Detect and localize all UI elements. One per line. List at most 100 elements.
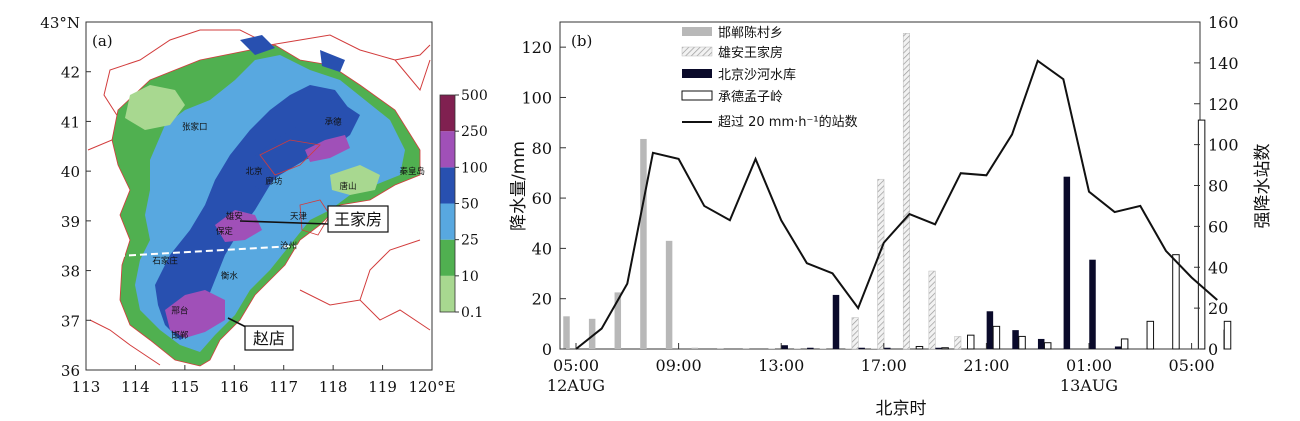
y-tick-label: 0 (542, 340, 552, 359)
bar-hatch (851, 317, 859, 350)
y2-tick-label: 160 (1208, 13, 1239, 32)
bar-white (1120, 338, 1129, 350)
rain-light-east (330, 165, 380, 195)
map-lon-tick-label: 115 (171, 378, 200, 396)
chart-y2label: 强降水站数 (1253, 144, 1273, 229)
bar-gray (768, 348, 775, 349)
map-panel-label: (a) (92, 32, 113, 50)
bar-gray (614, 292, 622, 349)
bar-black (807, 347, 814, 349)
legend-swatch-hatch (681, 46, 713, 57)
callout-line-wangjiafang (239, 220, 329, 225)
bar-white (992, 325, 1001, 350)
map-legend-label: 0.1 (461, 305, 483, 321)
bar-white (1043, 342, 1052, 350)
bar-gray (588, 318, 596, 349)
legend-label-line: 超过 20 mm·h⁻¹的站数 (718, 114, 858, 130)
y2-tick-label: 0 (1208, 340, 1218, 359)
map-lat-tick-label: 43°N (40, 14, 80, 32)
station-count-line (575, 59, 1218, 350)
y-tick-label: 20 (532, 290, 552, 309)
bar-white (1223, 320, 1232, 350)
y-tick-label: 40 (532, 239, 552, 258)
map-city-label: 保定 (216, 226, 234, 237)
map-lon-tick-label: 120°E (408, 378, 455, 396)
bar-black (986, 311, 994, 349)
bar-black (858, 347, 865, 349)
map-city-label: 邯郸 (171, 330, 189, 341)
bar-white (1018, 335, 1026, 350)
x-tick-label: 01:00 (1066, 356, 1112, 375)
bar-black (832, 294, 840, 349)
map-lat-tick-label: 42 (61, 64, 80, 82)
map-legend-label: 250 (461, 124, 488, 140)
bar-black (935, 347, 942, 349)
bar-black (1037, 338, 1045, 349)
map-lon-tick-label: 117 (269, 378, 298, 396)
y2-tick-label: 60 (1208, 217, 1228, 236)
tianjin-border (299, 199, 331, 236)
legend-swatch-black (682, 69, 712, 78)
rain-100-250-north (305, 135, 350, 162)
map-city-label: 唐山 (339, 181, 356, 192)
map-city-label: 邢台 (171, 305, 188, 316)
x-tick-label: 17:00 (861, 356, 907, 375)
bar-black (781, 345, 788, 349)
map-legend-label: 10 (461, 269, 479, 285)
chart-panel-label: (b) (571, 32, 592, 50)
y-tick-label: 80 (532, 139, 552, 158)
map-lon-tick-label: 118 (319, 378, 348, 396)
legend-swatch-gray (682, 27, 712, 36)
chart-legend: 邯郸陈村乡 雄安王家房 北京沙河水库 承德孟子岭 超过 20 mm·h⁻¹的站数 (681, 25, 858, 130)
map-legend-swatch (440, 131, 455, 168)
legend-swatch-white (681, 90, 713, 101)
y-tick-label: 100 (521, 88, 552, 107)
x-tick-label: 05:00 (553, 356, 599, 375)
x-tick-label: 05:00 (1169, 356, 1215, 375)
callout-zhaodian: 赵店 (253, 329, 285, 348)
bar-white (941, 347, 949, 350)
chart-axes: 0 20 40 60 80 100 120 0 20 40 60 80 100 120 140 160 05:0… (521, 13, 1238, 395)
map-legend-label: 500 (461, 88, 488, 104)
callout-box-wangjiafang (327, 205, 389, 233)
bar-hatch (928, 270, 936, 350)
rain-north-east-tip (320, 50, 345, 72)
y-tick-label: 60 (532, 189, 552, 208)
map-legend-label: 25 (461, 233, 479, 249)
map-lon-tick-label: 119 (368, 378, 397, 396)
rain-north-tip (240, 35, 275, 55)
bar-hatch (902, 33, 910, 350)
y2-tick-label: 80 (1208, 177, 1228, 196)
legend-label-gray: 邯郸陈村乡 (718, 25, 783, 41)
bar-black (1114, 346, 1122, 349)
rain-50-100-north (248, 105, 360, 190)
bar-black (1012, 330, 1019, 349)
map-lon-tick-label: 116 (220, 378, 249, 396)
bar-hatch (877, 178, 885, 350)
beijing-border (259, 139, 321, 176)
bar-gray (640, 138, 647, 349)
map-legend-label: 50 (461, 197, 479, 213)
x-date-label: 12AUG (547, 376, 605, 395)
bar-black (1063, 176, 1071, 349)
map-legend-swatch (440, 275, 455, 312)
bar-white (1146, 320, 1155, 350)
bar-gray (819, 348, 827, 349)
map-city-label: 衡水 (221, 271, 239, 282)
map-lat-tick-label: 40 (61, 163, 80, 181)
bar-white (915, 345, 924, 350)
rain-100-250-xiongan (215, 210, 262, 242)
bar-gray (742, 348, 750, 349)
map-legend-label: 100 (461, 160, 488, 176)
callout-box-zhaodian (244, 325, 294, 351)
x-tick-label: 13:00 (758, 356, 804, 375)
bar-gray (845, 348, 852, 349)
separator-dashed-line (117, 243, 331, 257)
bar-hatch (954, 336, 962, 350)
chart-panel: (b) 0 20 40 60 80 100 120 0 20 40 60 80 100 120 140 160… (509, 13, 1273, 419)
map-legend-swatch (440, 239, 455, 276)
map-city-label: 雄安 (226, 211, 243, 222)
bar-gray (665, 240, 673, 349)
map-legend-swatch (440, 167, 455, 204)
